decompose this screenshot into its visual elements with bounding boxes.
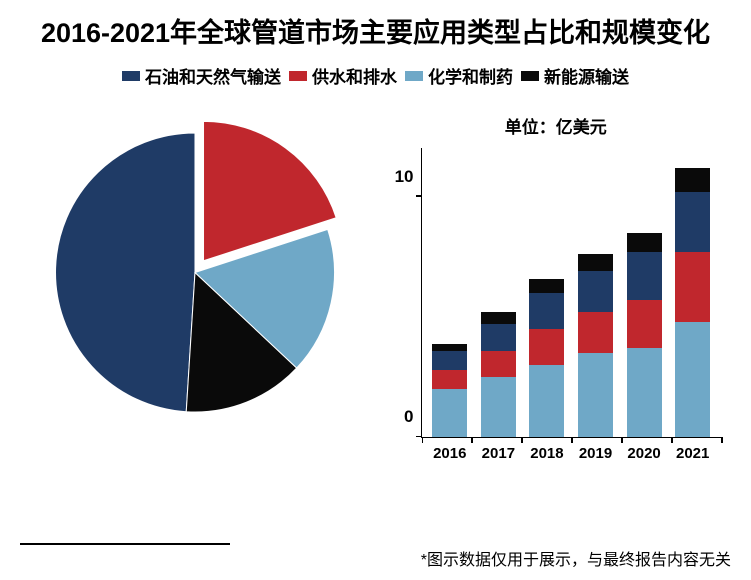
bar-seg-new_energy bbox=[578, 254, 613, 271]
bar-seg-water bbox=[627, 300, 662, 348]
bar-seg-water bbox=[578, 312, 613, 353]
bar-seg-oil_gas bbox=[481, 324, 516, 350]
x-tick-label: 2020 bbox=[627, 445, 660, 462]
x-tick-mark bbox=[621, 437, 623, 443]
bars-container: 2016 2017 2018 2019 2020 2021 bbox=[422, 148, 722, 437]
bar-seg-oil_gas bbox=[578, 271, 613, 312]
bar-seg-new_energy bbox=[481, 312, 516, 324]
bar-seg-chemical bbox=[481, 377, 516, 437]
bar-seg-oil_gas bbox=[529, 293, 564, 329]
legend-label: 石油和天然气输送 bbox=[145, 63, 281, 88]
bar-seg-new_energy bbox=[432, 344, 467, 351]
pie-slice-oil_gas bbox=[56, 133, 195, 412]
legend-label: 化学和制药 bbox=[428, 63, 513, 88]
bar-seg-new_energy bbox=[627, 233, 662, 252]
legend-item-chemical: 化学和制药 bbox=[405, 63, 513, 88]
bar-seg-new_energy bbox=[675, 168, 710, 192]
bar-seg-water bbox=[481, 351, 516, 377]
bar-group-2019: 2019 bbox=[578, 148, 613, 437]
legend-item-oil_gas: 石油和天然气输送 bbox=[122, 63, 281, 88]
legend-label: 新能源输送 bbox=[544, 63, 629, 88]
legend-swatch bbox=[289, 71, 307, 81]
x-tick-label: 2017 bbox=[482, 445, 515, 462]
bar-seg-chemical bbox=[529, 365, 564, 437]
footnote-text: *图示数据仅用于展示，与最终报告内容无关 bbox=[421, 546, 731, 570]
legend-label: 供水和排水 bbox=[312, 63, 397, 88]
x-tick-label: 2018 bbox=[530, 445, 563, 462]
pie-chart bbox=[40, 118, 350, 428]
bar-group-2017: 2017 bbox=[481, 148, 516, 437]
x-tick-mark bbox=[721, 437, 723, 443]
chart-container: 2016-2021年全球管道市场主要应用类型占比和规模变化 石油和天然气输送 供水… bbox=[0, 0, 751, 580]
x-tick-mark bbox=[422, 437, 424, 443]
bar-seg-oil_gas bbox=[627, 252, 662, 300]
y-tick-mark bbox=[416, 195, 422, 197]
legend-item-new_energy: 新能源输送 bbox=[521, 63, 629, 88]
charts-row: 单位：亿美元 2016 2017 2018 2019 2020 2021 0 10 bbox=[20, 108, 731, 468]
x-tick-mark bbox=[671, 437, 673, 443]
chart-title: 2016-2021年全球管道市场主要应用类型占比和规模变化 bbox=[20, 15, 731, 51]
x-tick-mark bbox=[471, 437, 473, 443]
bar-chart: 201620172018201920202021 010 bbox=[421, 148, 722, 438]
unit-label: 单位：亿美元 bbox=[505, 113, 607, 138]
bar-seg-chemical bbox=[627, 348, 662, 437]
bar-group-2018: 2018 bbox=[529, 148, 564, 437]
bar-seg-water bbox=[529, 329, 564, 365]
bar-group-2016: 2016 bbox=[432, 148, 467, 437]
x-tick-mark bbox=[571, 437, 573, 443]
bar-seg-chemical bbox=[578, 353, 613, 437]
legend-swatch bbox=[521, 71, 539, 81]
legend-item-water: 供水和排水 bbox=[289, 63, 397, 88]
bar-seg-water bbox=[432, 370, 467, 389]
legend-swatch bbox=[122, 71, 140, 81]
bar-chart-area: 单位：亿美元 2016 2017 2018 2019 2020 2021 0 10 bbox=[381, 108, 732, 468]
bar-seg-chemical bbox=[432, 389, 467, 437]
bar-group-2021: 2021 bbox=[675, 148, 710, 437]
footnote-rule bbox=[20, 543, 230, 545]
x-tick-label: 2021 bbox=[676, 445, 709, 462]
legend-swatch bbox=[405, 71, 423, 81]
x-tick-label: 2016 bbox=[433, 445, 466, 462]
x-tick-mark bbox=[521, 437, 523, 443]
bar-seg-new_energy bbox=[529, 279, 564, 293]
y-tick-label: 10 bbox=[395, 167, 422, 187]
y-tick-label: 0 bbox=[404, 407, 421, 427]
bar-seg-chemical bbox=[675, 322, 710, 438]
x-tick-label: 2019 bbox=[579, 445, 612, 462]
bar-group-2020: 2020 bbox=[627, 148, 662, 437]
bar-seg-oil_gas bbox=[675, 192, 710, 252]
bar-seg-water bbox=[675, 252, 710, 322]
bar-seg-oil_gas bbox=[432, 351, 467, 370]
legend: 石油和天然气输送 供水和排水 化学和制药 新能源输送 bbox=[20, 63, 731, 88]
pie-chart-area bbox=[20, 108, 371, 468]
